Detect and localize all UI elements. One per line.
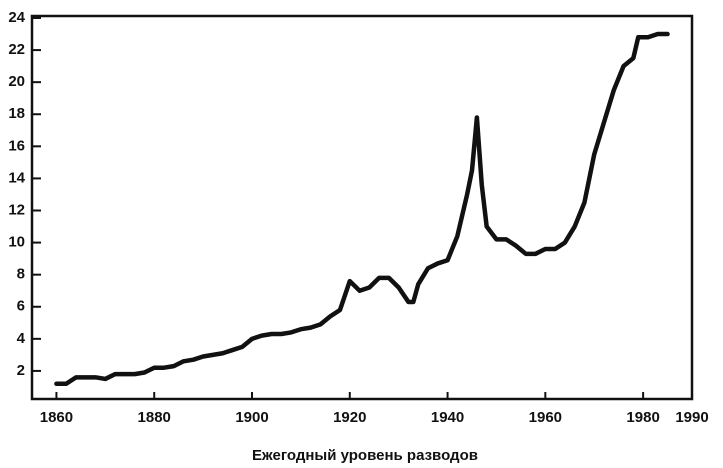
x-tick-label: 1960	[529, 409, 562, 426]
y-tick-label: 8	[17, 266, 25, 283]
x-tick-label: 1920	[333, 409, 366, 426]
data-line	[54, 31, 670, 386]
y-tick-label: 24	[8, 9, 25, 26]
y-tick-label: 10	[8, 234, 25, 251]
x-tick-label: 1980	[626, 409, 659, 426]
x-tick-label: 1880	[138, 409, 171, 426]
x-axis-label: Ежегодный уровень разводов	[252, 447, 478, 464]
y-tick-label: 18	[8, 105, 25, 122]
x-tick-label: 1990	[675, 409, 708, 426]
y-tick-label: 22	[8, 41, 25, 58]
plot-frame	[30, 14, 694, 401]
x-tick-label: 1940	[431, 409, 464, 426]
x-tick-label: 1860	[40, 409, 73, 426]
x-tick-label: 1900	[235, 409, 268, 426]
y-tick-label: 16	[8, 137, 25, 154]
y-tick-label: 2	[17, 362, 25, 379]
y-tick-label: 20	[8, 73, 25, 90]
y-tick-label: 4	[17, 330, 26, 347]
y-tick-label: 12	[8, 201, 25, 218]
y-tick-label: 14	[8, 169, 25, 186]
y-tick-label: 6	[17, 298, 25, 315]
